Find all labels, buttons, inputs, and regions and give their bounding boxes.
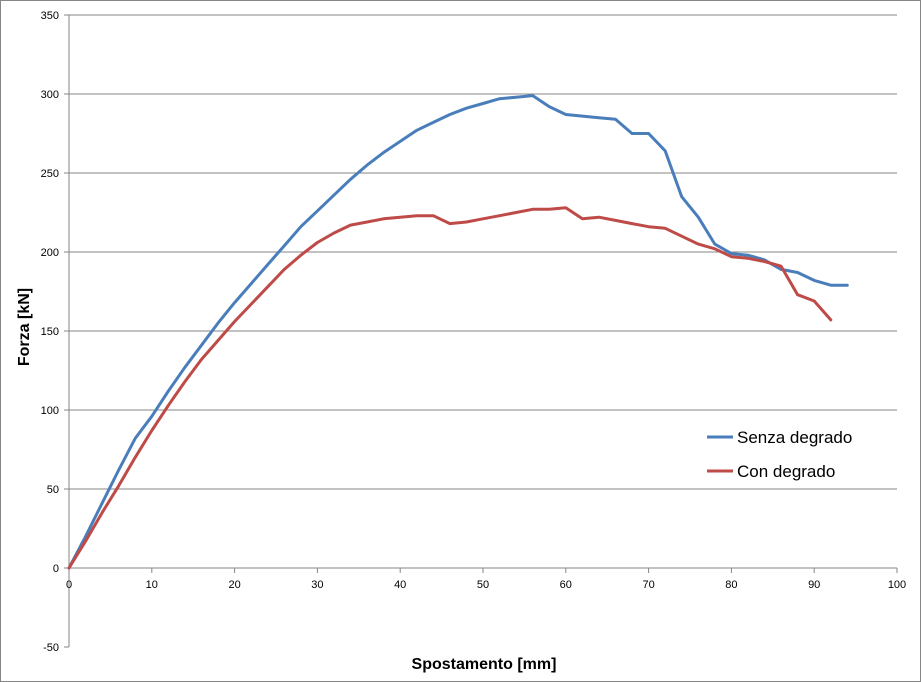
x-tick-label-90: 90 [808,579,820,591]
x-tick-label-50: 50 [477,579,489,591]
y-tick-label-100: 100 [41,405,59,417]
y-tick-label--50: -50 [43,642,59,654]
x-tick-label-40: 40 [394,579,406,591]
series-line-con-degrado [67,206,833,570]
y-axis-title: Forza [kN] [16,288,33,366]
x-tick-label-80: 80 [725,579,737,591]
x-tick-label-100: 100 [888,579,906,591]
y-tick-label-250: 250 [41,168,59,180]
series-lines [67,94,849,570]
legend: Senza degrado Con degrado [707,428,852,481]
series-line-senza-degrado [67,94,849,570]
x-axis-title: Spostamento [mm] [412,656,557,673]
x-tick-label-30: 30 [311,579,323,591]
y-tick-label-200: 200 [41,247,59,259]
x-tick-label-60: 60 [560,579,572,591]
x-tick-label-0: 0 [66,579,72,591]
legend-label-senza-degrado: Senza degrado [737,428,852,447]
x-tick-label-20: 20 [228,579,240,591]
y-tick-label-50: 50 [47,484,59,496]
tick-labels: -50 0 50 100 150 200 250 300 350 0 10 20 30 40 50 60 70 8… [41,10,907,654]
gridlines [69,14,897,490]
x-tick-label-10: 10 [146,579,158,591]
y-tick-label-150: 150 [41,326,59,338]
y-tick-label-0: 0 [53,563,59,575]
legend-label-con-degrado: Con degrado [737,462,835,481]
axes [64,14,898,648]
x-tick-label-70: 70 [642,579,654,591]
y-tick-label-300: 300 [41,89,59,101]
y-tick-label-350: 350 [41,10,59,22]
